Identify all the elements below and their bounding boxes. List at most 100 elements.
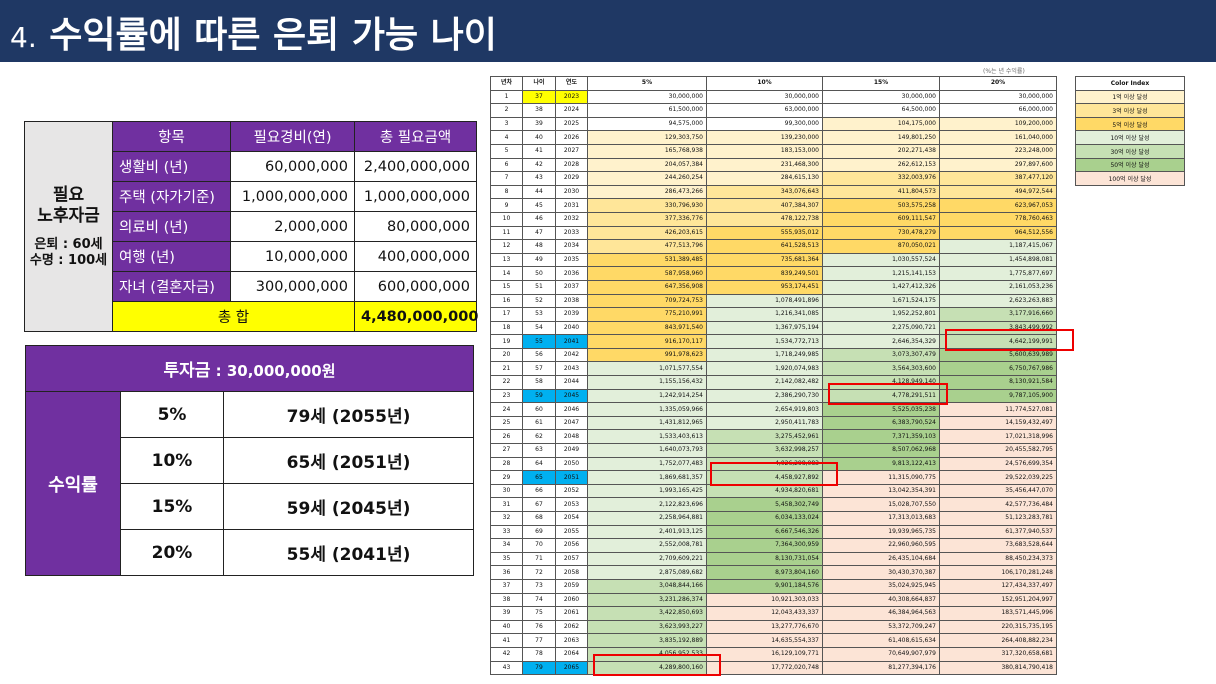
grid-age-cell: 75 (522, 606, 556, 621)
grid-value-10pct: 10,921,303,033 (706, 592, 823, 608)
grid-calendar-year-cell: 2036 (555, 266, 588, 281)
grid-value-15pct: 503,575,258 (822, 198, 940, 213)
grid-year-cell: 27 (490, 443, 523, 458)
grid-value-10pct: 2,950,411,783 (706, 415, 823, 431)
grid-year-cell: 12 (490, 239, 523, 254)
grid-value-20pct: 623,967,053 (939, 198, 1057, 213)
grid-age-cell: 79 (522, 660, 556, 676)
grid-age-cell: 68 (522, 511, 556, 526)
row-total: 400,000,000 (354, 241, 477, 272)
grid-calendar-year-cell: 2029 (555, 171, 588, 186)
rate-cell: 5% (120, 391, 224, 438)
grid-calendar-year-cell: 2041 (555, 334, 588, 349)
grid-calendar-year-cell: 2063 (555, 633, 588, 648)
grid-calendar-year-cell: 2053 (555, 497, 588, 512)
grid-value-5pct: 3,623,993,227 (587, 619, 707, 635)
grid-value-20pct: 964,512,556 (939, 225, 1057, 241)
grid-value-10pct: 9,901,184,576 (706, 578, 823, 594)
grid-value-5pct: 1,640,073,793 (587, 443, 707, 458)
grid-row: 27 63 2049 1,640,073,793 3,632,998,257 8,507,… (490, 443, 1057, 458)
grid-value-5pct: 587,958,960 (587, 266, 707, 281)
result-cell: 55세 (2041년) (222, 529, 475, 576)
grid-value-20pct: 152,951,204,997 (939, 592, 1057, 608)
grid-value-15pct: 1,952,252,801 (822, 307, 940, 322)
grid-value-20pct: 30,000,000 (939, 89, 1057, 105)
grid-value-15pct: 30,430,370,387 (822, 565, 940, 580)
grid-calendar-year-cell: 2032 (555, 211, 588, 227)
grid-calendar-year-cell: 2035 (555, 252, 588, 268)
grid-year-cell: 35 (490, 551, 523, 567)
rate-cell: 20% (120, 529, 224, 576)
grid-value-20pct: 297,897,600 (939, 157, 1057, 173)
grid-row: 43 79 2065 4,289,800,160 17,772,020,748 81,27… (490, 660, 1057, 676)
grid-value-10pct: 555,935,012 (706, 225, 823, 241)
grid-year-cell: 33 (490, 524, 523, 540)
grid-calendar-year-cell: 2027 (555, 143, 588, 159)
grid-year-cell: 11 (490, 225, 523, 241)
grid-value-20pct: 29,522,039,225 (939, 470, 1057, 485)
grid-year-cell: 1 (490, 89, 523, 105)
result-cell: 59세 (2045년) (222, 483, 475, 530)
grid-value-10pct: 4,458,927,892 (706, 470, 823, 485)
grid-age-cell: 73 (522, 578, 556, 594)
grid-value-15pct: 104,175,000 (822, 116, 940, 132)
requirements-side-subtitle: 은퇴 : 60세 수명 : 100세 (29, 236, 108, 268)
grid-age-cell: 47 (522, 225, 556, 241)
grid-value-10pct: 30,000,000 (706, 89, 823, 105)
header-annual: 필요경비(연) (230, 121, 355, 152)
growth-grid-table: 년차 나이 연도 5% 10% 15% 20% 1 37 2023 30,000,00… (490, 76, 1057, 676)
grid-calendar-year-cell: 2024 (555, 103, 588, 118)
table-row: 주택 (자가기준) 1,000,000,000 1,000,000,000 (25, 181, 477, 212)
grid-calendar-year-cell: 2051 (555, 470, 588, 485)
grid-value-20pct: 3,177,916,660 (939, 307, 1057, 322)
grid-value-10pct: 478,122,738 (706, 211, 823, 227)
grid-value-5pct: 377,336,776 (587, 211, 707, 227)
grid-value-20pct: 2,623,263,883 (939, 293, 1057, 309)
grid-value-20pct: 109,200,000 (939, 116, 1057, 132)
grid-year-cell: 14 (490, 266, 523, 281)
investment-header-label: 투자금 (163, 361, 211, 381)
grid-value-5pct: 1,869,681,357 (587, 470, 707, 485)
result-cell: 65세 (2051년) (222, 437, 475, 484)
row-total: 80,000,000 (354, 211, 477, 242)
grid-value-5pct: 330,796,930 (587, 198, 707, 213)
grid-year-cell: 13 (490, 252, 523, 268)
grid-year-cell: 7 (490, 171, 523, 186)
grid-value-5pct: 2,552,008,781 (587, 538, 707, 553)
grid-value-5pct: 2,875,089,682 (587, 565, 707, 580)
grid-age-cell: 46 (522, 211, 556, 227)
header-item: 항목 (112, 121, 231, 152)
grid-year-cell: 34 (490, 538, 523, 553)
grid-value-20pct: 6,750,767,986 (939, 361, 1057, 377)
rate-cell: 10% (120, 437, 224, 484)
grid-value-5pct: 165,768,938 (587, 143, 707, 159)
grid-calendar-year-cell: 2034 (555, 239, 588, 254)
grid-age-cell: 42 (522, 157, 556, 173)
row-annual: 10,000,000 (230, 241, 355, 272)
legend-item: 5억 이상 달성 (1075, 116, 1185, 132)
grid-value-5pct: 775,210,991 (587, 307, 707, 322)
grid-row: 6 42 2028 204,057,384 231,468,300 262,612,153… (490, 157, 1057, 173)
grid-value-20pct: 73,683,528,644 (939, 538, 1057, 553)
grid-row: 30 66 2052 1,993,165,425 4,934,820,681 13,042… (490, 483, 1057, 499)
grid-value-5pct: 3,835,192,889 (587, 633, 707, 648)
grid-value-15pct: 3,564,303,600 (822, 361, 940, 377)
grid-value-10pct: 63,000,000 (706, 103, 823, 118)
grid-row: 10 46 2032 377,336,776 478,122,738 609,111,54… (490, 211, 1057, 227)
grid-value-20pct: 387,477,120 (939, 171, 1057, 186)
grid-value-20pct: 42,577,736,484 (939, 497, 1057, 512)
grid-year-cell: 32 (490, 511, 523, 526)
grid-value-10pct: 1,718,249,985 (706, 347, 823, 363)
grid-row: 24 60 2046 1,335,059,966 2,654,919,803 5,525,… (490, 402, 1057, 417)
grid-value-5pct: 1,752,077,483 (587, 456, 707, 472)
grid-value-10pct: 3,632,998,257 (706, 443, 823, 458)
grid-age-cell: 66 (522, 483, 556, 499)
grid-age-cell: 44 (522, 184, 556, 200)
grid-year-cell: 24 (490, 402, 523, 417)
grid-value-15pct: 3,073,307,479 (822, 347, 940, 363)
grid-value-10pct: 407,384,307 (706, 198, 823, 213)
grid-row: 29 65 2051 1,869,681,357 4,458,927,892 11,315… (490, 470, 1057, 485)
grid-value-10pct: 139,230,000 (706, 130, 823, 145)
grid-row: 42 78 2064 4,056,952,533 16,129,109,771 70,64… (490, 646, 1057, 662)
grid-value-20pct: 264,408,882,234 (939, 633, 1057, 648)
